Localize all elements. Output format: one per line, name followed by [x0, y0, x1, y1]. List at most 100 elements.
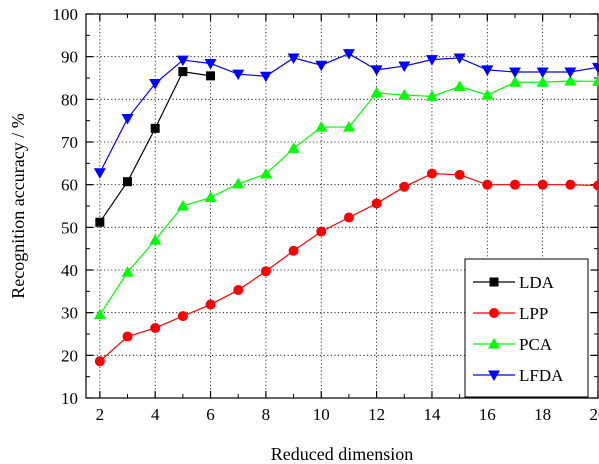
- x-tick-label: 12: [368, 405, 385, 424]
- pca-point: [232, 177, 245, 189]
- pca-point: [93, 308, 106, 320]
- x-tick-label: 14: [423, 405, 441, 424]
- legend-item-lda: LDA: [473, 273, 555, 292]
- y-tick-label: 20: [61, 346, 78, 365]
- x-tick-label: 20: [590, 405, 599, 424]
- pca-point: [259, 168, 272, 179]
- lfda-point: [536, 67, 549, 79]
- x-tick-label: 4: [151, 405, 160, 424]
- y-axis-label: Recognition accuracy / %: [8, 113, 28, 298]
- legend-marker-pca: [488, 338, 500, 349]
- x-tick-label: 2: [96, 405, 105, 424]
- lpp-point: [509, 179, 520, 190]
- series-lda: [95, 67, 216, 227]
- x-tick-label: 18: [534, 405, 551, 424]
- lda-point: [95, 217, 105, 227]
- series-pca: [93, 74, 599, 320]
- lpp-point: [343, 212, 354, 223]
- y-tick-label: 70: [61, 133, 78, 152]
- lpp-point: [122, 331, 133, 342]
- lpp-point: [399, 181, 410, 192]
- y-tick-label: 30: [61, 304, 78, 323]
- legend-marker-lda: [489, 277, 499, 287]
- lpp-point: [454, 169, 465, 180]
- legend-label-lfda: LFDA: [519, 366, 564, 385]
- lpp-point: [260, 266, 271, 277]
- lfda-point: [259, 71, 272, 83]
- y-tick-label: 80: [61, 90, 78, 109]
- pca-point: [536, 76, 549, 87]
- legend-marker-lfda: [488, 370, 500, 381]
- legend-label-lpp: LPP: [519, 304, 548, 323]
- lpp-point: [371, 198, 382, 209]
- lpp-point: [593, 180, 599, 191]
- lda-point: [178, 67, 188, 77]
- pca-point: [121, 266, 134, 277]
- pca-point: [481, 89, 494, 100]
- lpp-point: [565, 179, 576, 190]
- lfda-point: [149, 79, 162, 90]
- pca-point: [592, 75, 599, 86]
- lfda-line: [99, 53, 599, 173]
- lpp-point: [94, 356, 105, 367]
- lpp-point: [316, 226, 327, 237]
- lfda-point: [425, 55, 438, 66]
- pca-point: [453, 80, 466, 92]
- legend-item-lpp: LPP: [473, 304, 548, 323]
- legend: LDA LPP PCA LFDA: [464, 258, 589, 398]
- lpp-point: [150, 323, 161, 334]
- lpp-point: [426, 168, 437, 179]
- y-tick-label: 100: [53, 5, 79, 24]
- series-lpp: [94, 168, 599, 367]
- lpp-point: [177, 311, 188, 322]
- lfda-point: [453, 53, 466, 64]
- lfda-point: [315, 60, 328, 72]
- pca-point: [370, 86, 383, 98]
- x-tick-label: 6: [206, 405, 215, 424]
- y-tick-label: 50: [61, 218, 78, 237]
- legend-item-lfda: LFDA: [473, 366, 564, 385]
- lfda-point: [508, 67, 521, 79]
- lfda-point: [93, 168, 106, 179]
- lfda-point: [398, 61, 411, 73]
- lfda-point: [121, 114, 134, 125]
- lfda-point: [370, 65, 383, 76]
- pca-point: [398, 89, 411, 100]
- x-tick-label: 8: [262, 405, 271, 424]
- lda-point: [150, 123, 160, 133]
- lfda-point: [204, 58, 217, 70]
- lfda-point: [592, 62, 599, 74]
- y-tick-label: 40: [61, 261, 78, 280]
- x-tick-label: 10: [313, 405, 330, 424]
- series-lfda: [93, 49, 599, 179]
- pca-point: [287, 142, 300, 153]
- pca-point: [508, 76, 521, 87]
- lda-point: [206, 71, 216, 81]
- axis-ticks: 2 4 6 8 10 12 14 16 18 20 10 20 30 40 50 60 70 80 90 100: [53, 5, 599, 424]
- series-layer: [93, 49, 599, 367]
- lpp-point: [205, 299, 216, 310]
- pca-point: [149, 234, 162, 245]
- lfda-point: [232, 69, 245, 81]
- lda-point: [123, 177, 133, 187]
- pca-point: [204, 191, 217, 202]
- lfda-point: [481, 65, 494, 76]
- y-tick-label: 90: [61, 48, 78, 67]
- x-tick-label: 16: [479, 405, 496, 424]
- y-tick-label: 10: [61, 389, 78, 408]
- legend-item-pca: PCA: [473, 335, 553, 354]
- legend-label-pca: PCA: [519, 335, 553, 354]
- lfda-point: [176, 55, 189, 67]
- pca-point: [176, 200, 189, 211]
- pca-point: [564, 74, 577, 86]
- legend-label-lda: LDA: [519, 273, 555, 292]
- lfda-point: [287, 53, 300, 64]
- y-tick-label: 60: [61, 176, 78, 195]
- pca-point: [315, 121, 328, 132]
- lpp-point: [233, 285, 244, 296]
- legend-marker-lpp: [489, 308, 499, 318]
- lpp-point: [482, 179, 493, 190]
- x-axis-label: Reduced dimension: [271, 444, 413, 464]
- lfda-point: [564, 67, 577, 79]
